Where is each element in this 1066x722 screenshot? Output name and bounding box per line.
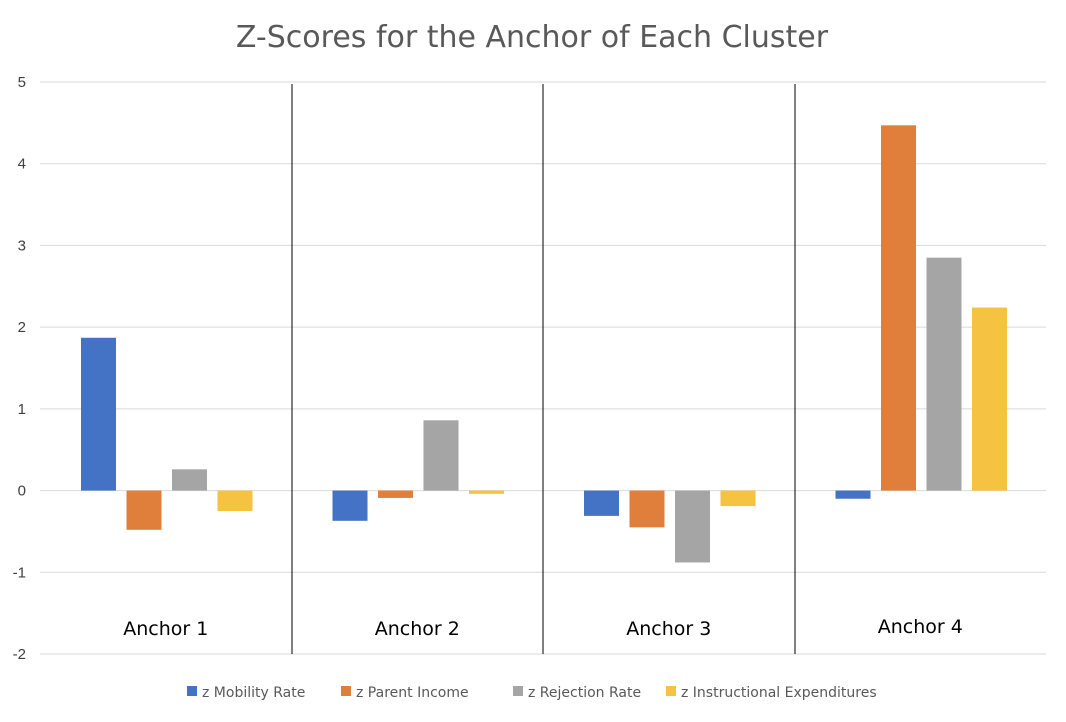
- bar: [881, 125, 916, 491]
- category-label: Anchor 4: [878, 616, 963, 638]
- category-labels: Anchor 1 Anchor 2 Anchor 3 Anchor 4: [123, 616, 963, 640]
- bar: [423, 420, 459, 491]
- category-label: Anchor 1: [123, 618, 208, 640]
- category-label: Anchor 2: [375, 618, 460, 640]
- bar: [720, 490, 756, 507]
- legend-swatch: [187, 686, 197, 696]
- legend-swatch: [666, 686, 676, 696]
- bar: [332, 490, 368, 521]
- bar: [81, 337, 116, 491]
- legend-swatch: [341, 686, 351, 696]
- legend-label: z Parent Income: [356, 685, 469, 701]
- legend-swatch: [513, 686, 523, 696]
- legend-label: z Mobility Rate: [202, 685, 305, 701]
- bar: [629, 490, 665, 528]
- bar: [926, 257, 962, 491]
- bar: [378, 490, 413, 498]
- legend-label: z Rejection Rate: [528, 685, 641, 701]
- bar: [172, 469, 207, 491]
- y-axis-ticks: -2 -1 0 1 2 3 4 5: [13, 74, 26, 663]
- legend-label: z Instructional Expenditures: [681, 685, 877, 701]
- bar: [835, 490, 871, 499]
- y-tick-label: 2: [18, 319, 26, 336]
- y-tick-label: -1: [13, 564, 26, 581]
- legend: z Mobility Rate z Parent Income z Rejectio…: [187, 685, 877, 701]
- y-tick-label: 5: [18, 74, 26, 91]
- y-tick-label: -2: [13, 646, 26, 663]
- y-tick-label: 1: [18, 401, 26, 418]
- category-separators: [291, 84, 796, 654]
- bars: [81, 125, 1007, 563]
- bar: [584, 490, 619, 516]
- category-label: Anchor 3: [626, 618, 711, 640]
- bar: [972, 307, 1007, 491]
- y-tick-label: 3: [18, 237, 26, 254]
- y-tick-label: 0: [18, 483, 26, 500]
- bar: [217, 490, 253, 511]
- chart-title: Z-Scores for the Anchor of Each Cluster: [236, 20, 829, 55]
- bar: [126, 490, 162, 530]
- bar: [675, 490, 710, 563]
- y-tick-label: 4: [18, 156, 26, 173]
- bar: [469, 490, 504, 494]
